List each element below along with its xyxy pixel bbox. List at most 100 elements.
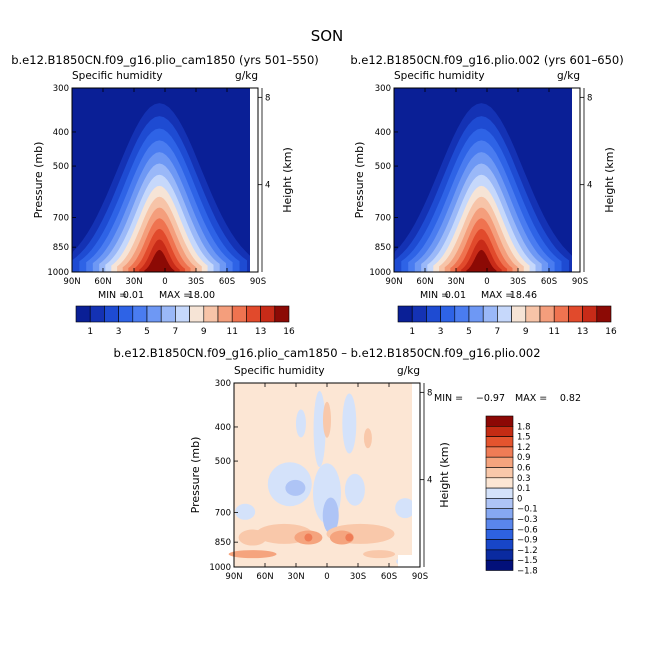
x-tick-label: 30N xyxy=(447,277,464,287)
y2-tick-label: 4 xyxy=(587,181,592,191)
y-tick-label: 700 xyxy=(375,213,391,223)
colorbar-label: 0.3 xyxy=(517,474,531,484)
panel-difference-title: b.e12.B1850CN.f09_g16.plio_cam1850 – b.e… xyxy=(113,346,540,360)
x-tick-label: 90N xyxy=(385,277,402,287)
colorbar-label: 1.8 xyxy=(517,422,531,432)
colorbar-swatch xyxy=(485,508,514,520)
y-tick-label: 500 xyxy=(215,457,231,467)
colorbar-label: 5 xyxy=(144,327,150,337)
colorbar-swatch xyxy=(246,305,261,323)
x-tick-label: 60S xyxy=(219,277,235,287)
anomaly-region xyxy=(342,393,357,454)
panel-control-plot: 90N 60N 30N 0 30S 60S 90S 300 400 500 700 850 1000 4 8 xyxy=(47,84,270,287)
colorbar-swatch xyxy=(411,305,427,323)
colorbar-label: 0.9 xyxy=(517,453,531,463)
y-tick-label: 400 xyxy=(375,128,391,138)
panel-experiment-ylabel: Pressure (mb) xyxy=(353,142,366,219)
colorbar-swatch xyxy=(525,305,541,323)
panel-difference-max-label: MAX = xyxy=(515,393,547,404)
anomaly-region xyxy=(285,479,306,496)
panel-experiment-units-label: g/kg xyxy=(557,70,580,82)
colorbar-swatch xyxy=(485,425,514,437)
x-tick-label: 30N xyxy=(125,277,142,287)
figure-title: SON xyxy=(311,27,344,45)
panel-difference-min-value: −0.97 xyxy=(476,393,505,404)
colorbar-label: −0.3 xyxy=(517,515,538,525)
x-tick-label: 30N xyxy=(287,572,304,582)
x-tick-label: 90S xyxy=(250,277,266,287)
colorbar-label: 7 xyxy=(495,327,501,337)
anomaly-region xyxy=(235,503,256,520)
colorbar-swatch xyxy=(104,305,119,323)
panel-difference-ylabel: Pressure (mb) xyxy=(189,437,202,514)
panel-difference-plot: 90N 60N 30N 0 30S 60S 90S 300 400 500 700 850 1000 4 8 xyxy=(209,379,432,582)
panel-difference-units-label: g/kg xyxy=(397,365,420,377)
x-tick-label: 0 xyxy=(324,572,329,582)
colorbar-label: 0.6 xyxy=(517,464,531,474)
colorbar-swatch xyxy=(454,305,470,323)
x-tick-label: 30S xyxy=(510,277,526,287)
x-tick-label: 30S xyxy=(188,277,204,287)
anomaly-region xyxy=(322,497,339,534)
colorbar-label: 3 xyxy=(438,327,444,337)
colorbar-swatch xyxy=(485,467,514,479)
anomaly-region xyxy=(323,401,331,438)
colorbar-label: 1.2 xyxy=(517,443,531,453)
anomaly-region xyxy=(344,473,365,506)
colorbar-swatch xyxy=(203,305,219,323)
y-tick-label: 700 xyxy=(53,213,69,223)
anomaly-region xyxy=(395,498,416,519)
x-tick-label: 90N xyxy=(225,572,242,582)
colorbar-swatch xyxy=(497,305,512,323)
colorbar-swatch xyxy=(485,539,514,551)
colorbar-swatch xyxy=(485,559,514,571)
colorbar-swatch xyxy=(568,305,583,323)
panel-control-y2label: Height (km) xyxy=(281,147,294,213)
panel-control-units-label: g/kg xyxy=(235,70,258,82)
colorbar-label: 16 xyxy=(283,327,295,337)
colorbar-swatch xyxy=(596,305,612,323)
colorbar-label: 11 xyxy=(548,327,559,337)
panel-control-min-label: MIN = xyxy=(98,290,127,301)
y2-tick-label: 8 xyxy=(427,388,432,398)
colorbar-label: 13 xyxy=(577,327,588,337)
y-tick-label: 400 xyxy=(53,128,69,138)
anomaly-region xyxy=(363,550,396,559)
y-tick-label: 850 xyxy=(53,243,69,253)
colorbar-label: 1 xyxy=(87,327,93,337)
y2-tick-label: 8 xyxy=(587,93,592,103)
x-tick-label: 60N xyxy=(416,277,433,287)
colorbar-label: 0 xyxy=(517,494,522,504)
panel-difference-variable-label: Specific humidity xyxy=(234,365,325,377)
anomaly-region xyxy=(238,529,267,546)
panel-experiment-plot: 90N 60N 30N 0 30S 60S 90S 300 400 500 700 850 1000 4 8 xyxy=(369,84,592,287)
colorbar-swatch xyxy=(553,305,569,323)
colorbar-swatch xyxy=(485,436,514,448)
colorbar-swatch xyxy=(485,446,514,458)
colorbar-label: 5 xyxy=(466,327,472,337)
colorbar-swatch xyxy=(468,305,484,323)
y-tick-label: 500 xyxy=(53,162,69,172)
masked-region xyxy=(412,383,420,567)
panel-control: b.e12.B1850CN.f09_g16.plio_cam1850 (yrs … xyxy=(11,53,319,337)
anomaly-region xyxy=(345,533,354,542)
y-tick-label: 1000 xyxy=(209,563,231,573)
x-tick-label: 60N xyxy=(256,572,273,582)
colorbar-label: 11 xyxy=(226,327,237,337)
x-tick-label: 90S xyxy=(412,572,428,582)
x-tick-label: 90S xyxy=(572,277,588,287)
panel-experiment-variable-label: Specific humidity xyxy=(394,70,485,82)
masked-region xyxy=(398,555,412,567)
panel-control-max-value: 18.00 xyxy=(188,290,215,301)
y2-tick-label: 8 xyxy=(265,93,270,103)
y-tick-label: 850 xyxy=(215,538,231,548)
colorbar-swatch xyxy=(217,305,233,323)
colorbar-swatch xyxy=(511,305,527,323)
panel-experiment-title: b.e12.B1850CN.f09_g16.plio.002 (yrs 601–… xyxy=(350,53,623,67)
anomaly-region xyxy=(363,428,372,449)
colorbar-label: 13 xyxy=(255,327,266,337)
colorbar-swatch xyxy=(118,305,134,323)
panel-control-title: b.e12.B1850CN.f09_g16.plio_cam1850 (yrs … xyxy=(11,53,319,67)
colorbar-label: 1.5 xyxy=(517,433,531,443)
